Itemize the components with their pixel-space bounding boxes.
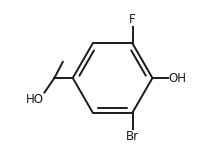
Text: HO: HO <box>26 93 44 106</box>
Text: Br: Br <box>126 130 139 143</box>
Text: F: F <box>129 13 136 26</box>
Text: OH: OH <box>168 71 186 85</box>
